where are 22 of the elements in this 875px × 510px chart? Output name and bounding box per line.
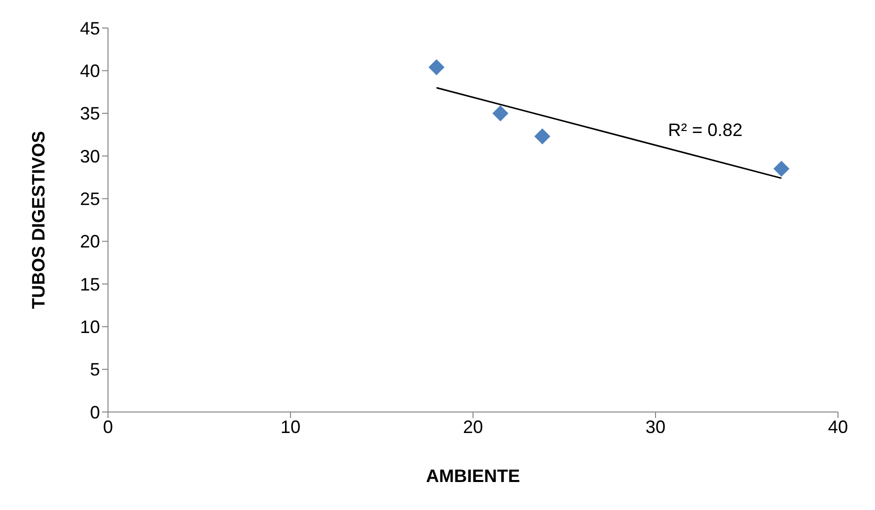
- x-tick-label: 10: [280, 416, 301, 437]
- y-tick-label: 45: [80, 18, 100, 38]
- y-tick-label: 10: [80, 317, 100, 338]
- y-tick-label: 25: [80, 189, 100, 210]
- y-axis-title: TUBOS DIGESTIVOS: [28, 130, 48, 310]
- y-tick-label: 0: [90, 402, 100, 422]
- y-tick-label: 5: [90, 360, 100, 380]
- y-tick-label: 40: [80, 61, 100, 82]
- x-tick-label: 20: [462, 416, 484, 437]
- x-tick-label: 40: [828, 416, 848, 437]
- x-tick-label: 30: [645, 416, 666, 437]
- point: [773, 160, 790, 177]
- y-tick-label: 35: [80, 104, 100, 124]
- point: [428, 59, 444, 76]
- x-axis-title: AMBIENTE: [426, 466, 520, 486]
- y-tick-label: 15: [80, 274, 100, 294]
- point: [534, 128, 550, 144]
- y-tick-label: 20: [80, 232, 100, 252]
- y-tick-label: 30: [80, 146, 100, 166]
- annotation: R² = 0.82: [668, 120, 743, 141]
- point: [492, 105, 508, 122]
- x-tick-label: 0: [102, 416, 114, 437]
